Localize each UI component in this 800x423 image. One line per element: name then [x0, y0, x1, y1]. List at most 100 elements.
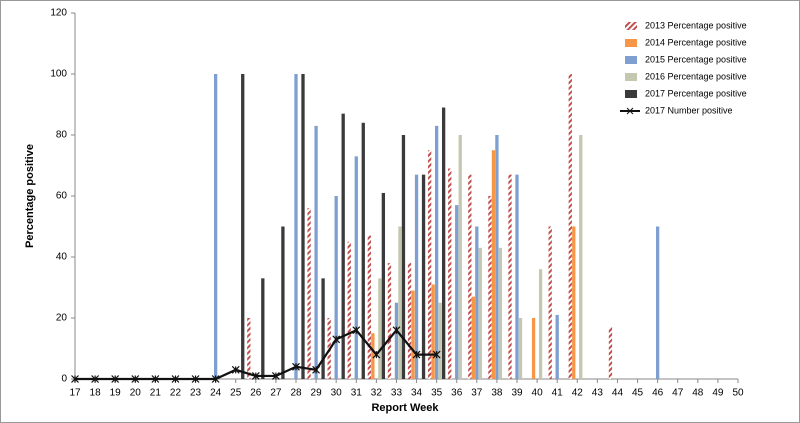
x-tick-label: 49 [712, 388, 724, 399]
x-tick-label: 37 [471, 388, 483, 399]
x-tick-label: 32 [371, 388, 383, 399]
bar [608, 327, 613, 379]
bar [572, 226, 576, 379]
bar [495, 135, 499, 379]
legend-swatch [625, 39, 637, 47]
bar [381, 192, 386, 379]
bar [518, 318, 523, 379]
bar [371, 333, 375, 379]
x-tick-label: 48 [692, 388, 704, 399]
x-tick-label: 26 [250, 388, 262, 399]
bar [398, 226, 402, 379]
bar [579, 135, 583, 379]
bar [458, 135, 462, 379]
bar [448, 168, 452, 379]
x-tick-label: 27 [270, 388, 282, 399]
bar [341, 113, 345, 380]
line-marker [332, 335, 341, 344]
x-tick-label: 43 [592, 388, 604, 399]
legend-swatch [625, 73, 637, 81]
line-marker [292, 362, 300, 371]
bar [431, 284, 435, 379]
x-tick-label: 22 [170, 388, 182, 399]
line-marker [352, 326, 361, 335]
bar [438, 302, 442, 379]
legend-swatch [625, 22, 637, 30]
bar [491, 150, 496, 379]
bar [515, 174, 519, 379]
x-tick-label: 41 [552, 388, 564, 399]
bar [468, 174, 472, 379]
x-tick-label: 18 [90, 388, 102, 399]
bar [488, 196, 492, 379]
x-tick-label: 31 [351, 388, 363, 399]
line-marker [151, 375, 160, 383]
line-marker [191, 375, 200, 383]
bar [407, 263, 412, 379]
line-marker [131, 375, 140, 383]
line-marker [91, 375, 100, 383]
x-tick-label: 40 [532, 388, 544, 399]
bar [478, 247, 482, 379]
bar [378, 278, 382, 379]
bar [455, 205, 459, 379]
y-tick-label: 100 [50, 69, 67, 80]
x-tick-label: 30 [331, 388, 343, 399]
bar [441, 107, 446, 380]
line-marker [171, 375, 180, 383]
x-tick-label: 29 [311, 388, 323, 399]
bar [213, 74, 218, 379]
y-tick-label: 0 [61, 374, 67, 385]
bar [307, 208, 311, 379]
bar [414, 174, 419, 379]
legend-marker [626, 107, 634, 115]
line-marker [71, 375, 79, 383]
legend-label: 2017 Number positive [645, 105, 733, 115]
x-tick-label: 17 [69, 388, 81, 399]
bar [508, 174, 512, 379]
legend-swatch [625, 90, 637, 98]
x-axis-title: Report Week [371, 402, 439, 414]
x-tick-label: 23 [190, 388, 202, 399]
bar [281, 226, 285, 379]
bar [421, 174, 426, 379]
bar [548, 226, 552, 379]
bar [241, 74, 245, 379]
x-tick-label: 38 [491, 388, 503, 399]
x-tick-label: 36 [451, 388, 463, 399]
x-tick-label: 50 [732, 388, 744, 399]
bar [347, 241, 351, 379]
bar [301, 74, 305, 379]
bar [367, 235, 372, 379]
x-tick-label: 21 [150, 388, 162, 399]
bar [294, 74, 298, 379]
bar [411, 290, 415, 379]
bar [261, 278, 265, 379]
y-tick-label: 40 [56, 252, 68, 263]
line-marker [392, 326, 401, 335]
bar [427, 150, 432, 379]
x-tick-label: 19 [110, 388, 122, 399]
bar [247, 318, 251, 379]
legend-label: 2015 Percentage positive [645, 54, 747, 64]
bar [475, 226, 479, 379]
x-tick-label: 46 [652, 388, 664, 399]
x-tick-label: 42 [572, 388, 584, 399]
legend-label: 2014 Percentage positive [645, 37, 747, 47]
line-marker [432, 350, 441, 359]
bar [434, 125, 439, 379]
bar [387, 263, 392, 379]
line-marker [231, 365, 240, 374]
y-tick-label: 80 [56, 130, 68, 141]
x-tick-label: 24 [210, 388, 222, 399]
line-marker [211, 375, 220, 383]
line-marker [372, 350, 381, 359]
x-tick-label: 35 [431, 388, 443, 399]
bar [471, 296, 475, 379]
x-tick-label: 20 [130, 388, 142, 399]
line-marker [271, 372, 280, 380]
x-tick-label: 34 [411, 388, 423, 399]
x-tick-label: 44 [612, 388, 624, 399]
legend-swatch [625, 56, 637, 64]
